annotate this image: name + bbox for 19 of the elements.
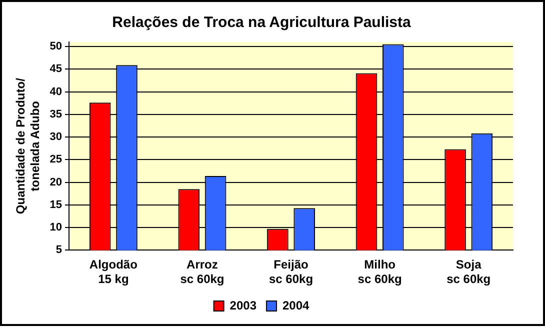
y-tick-label: 5 <box>56 244 62 256</box>
legend-label: 2003 <box>230 298 257 312</box>
y-axis-title: Quantidade de Produto/ tonelada Adubo <box>14 77 42 214</box>
y-tick-label: 45 <box>50 63 62 76</box>
x-tick-label: Arroz sc 60kg <box>180 258 224 286</box>
legend-label: 2004 <box>282 298 310 312</box>
x-tick-label: Milho sc 60kg <box>358 258 402 286</box>
y-tick-label: 25 <box>50 154 62 166</box>
chart-title: Relações de Troca na Agricultura Paulista <box>112 14 412 32</box>
y-tick-label: 50 <box>50 40 62 53</box>
y-tick-label: 15 <box>50 198 62 211</box>
x-tick-label: Soja sc 60kg <box>446 258 491 286</box>
x-tick-label: Feijão sc 60kg <box>268 258 314 286</box>
y-tick-label: 40 <box>50 86 62 98</box>
x-tick-label: Algodão 15 kg <box>89 258 138 286</box>
y-tick-label: 10 <box>50 222 62 234</box>
y-tick-label: 30 <box>50 131 62 144</box>
y-tick-label: 20 <box>50 176 62 188</box>
y-tick-label: 35 <box>50 108 62 120</box>
